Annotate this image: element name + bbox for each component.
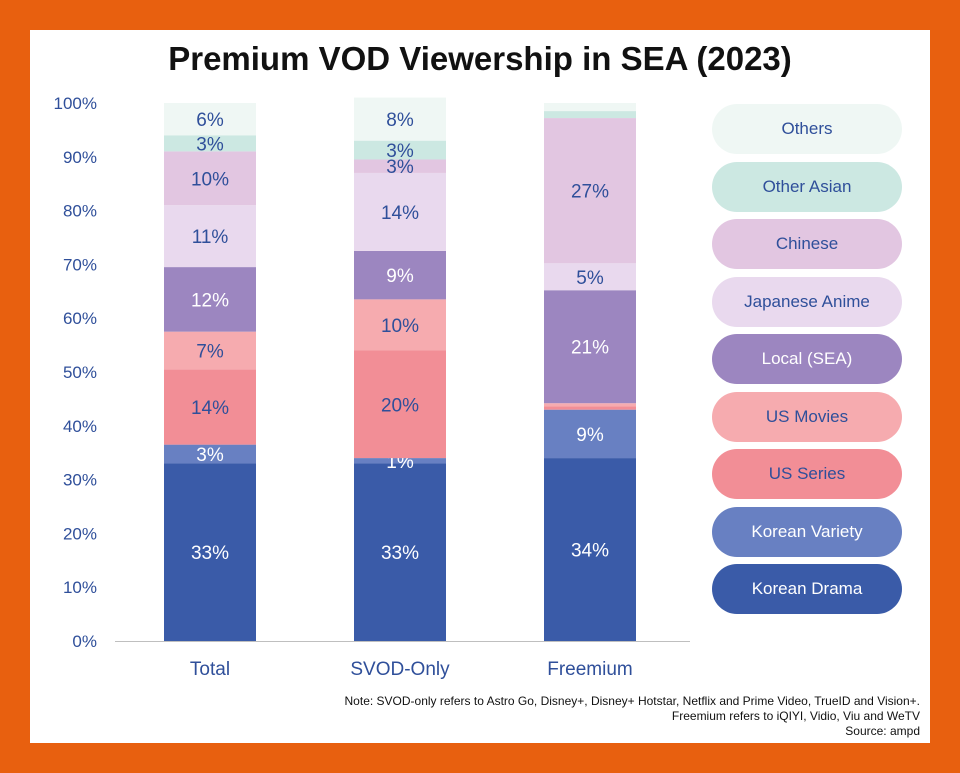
legend-item: Other Asian [712, 161, 902, 212]
legend-item: Korean Drama [712, 564, 902, 614]
data-label: 11% [192, 227, 229, 248]
data-label: 34% [571, 541, 609, 562]
note-source: Source: ampd [845, 724, 920, 738]
bar-segment [164, 331, 256, 370]
x-tick-label: SVOD-Only [350, 659, 450, 680]
data-label: 20% [381, 395, 419, 416]
data-label: 3% [386, 157, 414, 178]
bar-segment [164, 463, 256, 641]
bar-segment [164, 151, 256, 206]
y-tick-label: 40% [63, 417, 97, 436]
data-label: 9% [386, 266, 414, 287]
data-label: 21% [571, 338, 609, 359]
legend-item: Korean Variety [712, 506, 902, 557]
bar-segment [544, 403, 636, 407]
note-svod: Note: SVOD-only refers to Astro Go, Disn… [344, 694, 920, 708]
bar-segment [544, 103, 636, 112]
y-tick-label: 90% [63, 148, 97, 167]
legend-item: Local (SEA) [712, 334, 902, 384]
y-tick-label: 20% [63, 524, 97, 543]
bar-segment [354, 97, 446, 141]
bar-segment [544, 263, 636, 291]
bar-segment [164, 205, 256, 268]
data-label: 14% [381, 203, 419, 224]
bar-segment [354, 140, 446, 160]
bar-segment [544, 290, 636, 404]
bar-segment [544, 409, 636, 459]
bar-segment [354, 299, 446, 351]
data-label: 14% [191, 398, 229, 419]
data-label: 9% [576, 425, 604, 446]
data-label: 3% [196, 134, 224, 155]
bar-segment [544, 118, 636, 264]
bar-segment [164, 103, 256, 136]
data-label: 12% [191, 290, 229, 311]
data-label: 3% [386, 141, 414, 162]
y-tick-label: 100% [54, 94, 97, 113]
data-label: 33% [381, 543, 419, 564]
data-label: 10% [381, 316, 419, 337]
y-tick-label: 0% [72, 632, 97, 651]
bar-segment [354, 172, 446, 251]
note-freemium: Freemium refers to iQIYI, Vidio, Viu and… [671, 709, 920, 723]
data-label: 5% [576, 268, 604, 289]
y-tick-label: 70% [63, 255, 97, 274]
bar-segment [164, 444, 256, 464]
data-label: 10% [191, 169, 229, 190]
data-label: 7% [196, 341, 224, 362]
data-label: 8% [386, 110, 414, 131]
bar-segment [544, 111, 636, 119]
y-tick-label: 50% [63, 363, 97, 382]
source-note: Note: SVOD-only refers to Astro Go, Disn… [220, 694, 920, 739]
x-tick-label: Freemium [547, 659, 633, 680]
legend-item: Others [712, 104, 902, 154]
bar-segment [544, 458, 636, 641]
legend-item: Chinese [712, 219, 902, 269]
y-tick-label: 10% [63, 578, 97, 597]
y-tick-label: 80% [63, 202, 97, 221]
y-tick-label: 60% [63, 309, 97, 328]
bar-segment [354, 458, 446, 464]
legend-item: Japanese Anime [712, 276, 902, 327]
x-tick-label: Total [190, 659, 230, 680]
data-label: 3% [196, 445, 224, 466]
bar-segment [354, 250, 446, 300]
y-tick-label: 30% [63, 471, 97, 490]
chart-title: Premium VOD Viewership in SEA (2023) [168, 40, 792, 77]
bar-segment [164, 267, 256, 332]
bar-segment [544, 406, 636, 410]
bar-segment [354, 159, 446, 173]
bar-segment [354, 463, 446, 641]
data-label: 6% [196, 110, 224, 131]
legend: Others Other Asian Chinese Japanese Anime Lo… [712, 104, 902, 622]
data-label: 33% [191, 543, 229, 564]
bar-segment [354, 350, 446, 459]
legend-item: US Series [712, 449, 902, 499]
bar-segment [164, 369, 256, 445]
data-label: 27% [571, 182, 609, 203]
bar-segment [164, 135, 256, 152]
legend-item: US Movies [712, 391, 902, 442]
